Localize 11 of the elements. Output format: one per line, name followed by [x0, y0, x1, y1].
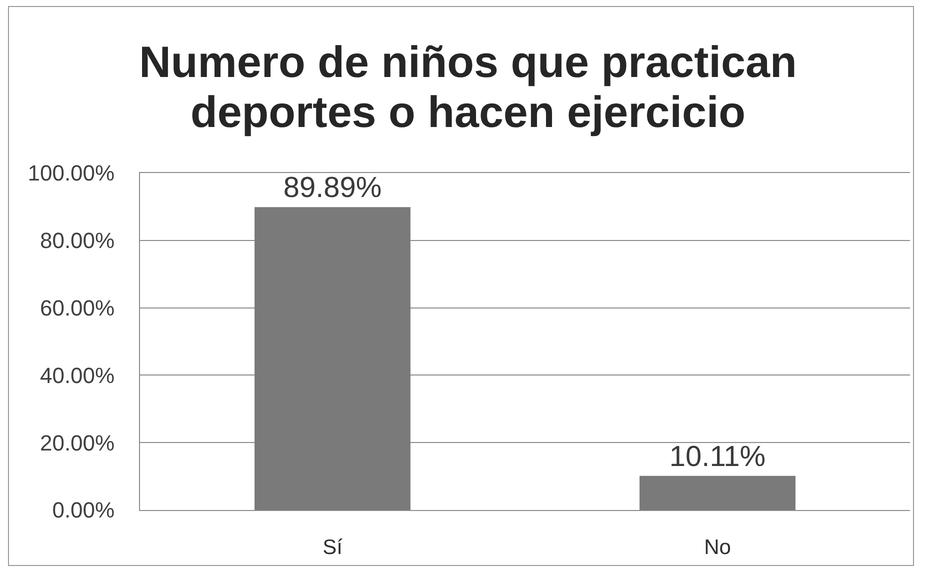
y-tick-label: 40.00% — [40, 362, 115, 388]
y-tick-label: 20.00% — [40, 430, 115, 456]
data-label: 10.11% — [669, 440, 766, 473]
y-tick-label: 0.00% — [52, 498, 115, 523]
x-tick-label: Sí — [322, 536, 343, 560]
y-tick-label: 80.00% — [40, 228, 115, 254]
x-tick-label: No — [704, 536, 731, 560]
chart-title: Numero de niños que practican deportes o hacen ejercicio — [138, 38, 798, 138]
y-tick-label: 100.00% — [28, 160, 115, 186]
y-tick-label: 60.00% — [40, 296, 115, 320]
data-label: 89.89% — [283, 172, 382, 204]
